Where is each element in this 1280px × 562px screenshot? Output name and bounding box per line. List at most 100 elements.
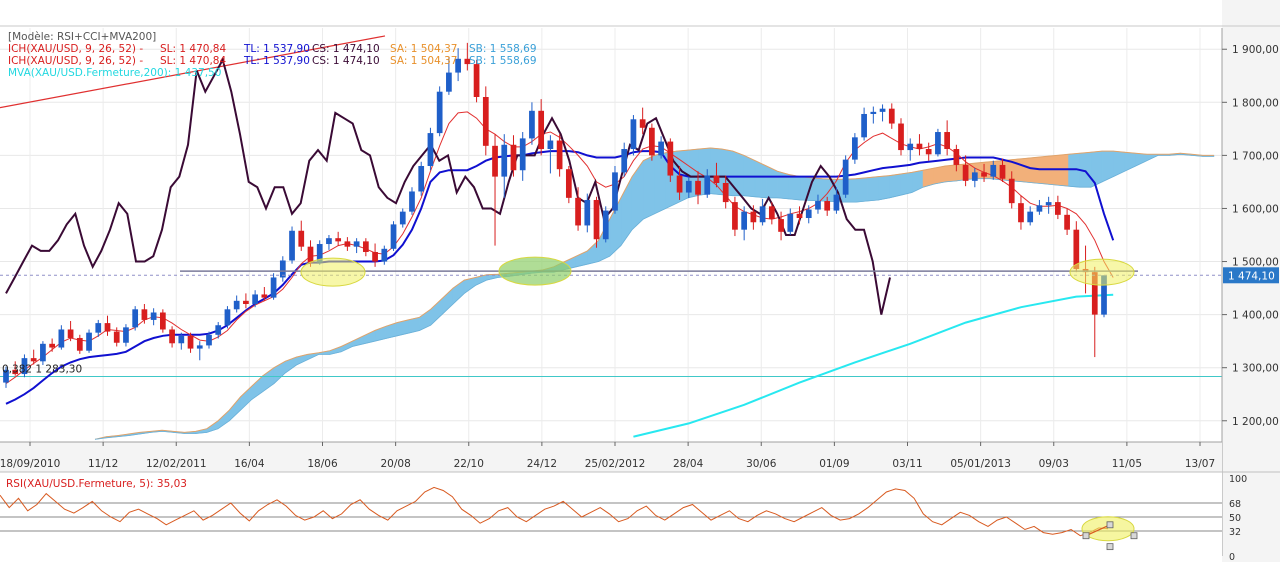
candle: [805, 205, 812, 224]
ich-label: ICH(XAU/USD, 9, 26, 52) -: [8, 55, 143, 67]
candle-body: [132, 309, 139, 328]
x-tick-label: 03/11: [892, 458, 922, 470]
candle-body: [390, 224, 397, 249]
x-tick-label: 28/04: [673, 458, 704, 470]
candle-body: [971, 172, 978, 181]
candle: [990, 160, 997, 180]
rsi-handle: [1082, 532, 1090, 540]
x-tick-label: 22/10: [454, 458, 484, 470]
candle-body: [187, 335, 194, 349]
candle: [150, 308, 157, 326]
candle-body: [344, 241, 351, 247]
candle: [962, 155, 969, 187]
candle-body: [529, 110, 535, 139]
candle: [879, 104, 886, 122]
candle-body: [630, 119, 637, 150]
candle-body: [685, 180, 692, 193]
candle-body: [621, 149, 628, 173]
candle: [852, 133, 858, 164]
x-tick-label: 16/04: [234, 458, 265, 470]
ich-line-2: ICH(XAU/USD, 9, 26, 52) - SL: 1 470,84 T…: [8, 55, 537, 67]
kumo-segment: [1057, 153, 1069, 187]
candle-body: [409, 191, 415, 212]
candle-body: [805, 209, 812, 219]
kumo-segment: [900, 172, 913, 196]
candle: [86, 329, 92, 353]
candle: [953, 144, 960, 172]
rsi-tick-label: 32: [1229, 527, 1241, 538]
candle: [261, 287, 268, 301]
candle-body: [169, 329, 175, 344]
candle: [519, 132, 526, 181]
candle-body: [510, 144, 517, 171]
candle-body: [335, 238, 342, 242]
kumo-segment: [777, 170, 790, 200]
candle-body: [372, 251, 378, 262]
current-price-value: 1 474,10: [1228, 270, 1275, 282]
candle-body: [196, 345, 203, 349]
candle-body: [695, 180, 701, 195]
candle-body: [732, 202, 738, 230]
candle-body: [962, 164, 969, 181]
candle: [639, 107, 646, 135]
kumo-segment: [654, 152, 666, 215]
candle-body: [86, 332, 92, 351]
candle-body: [1018, 203, 1024, 223]
candle: [713, 162, 720, 188]
candle-body: [658, 141, 664, 156]
candle: [252, 290, 258, 308]
candle-body: [1091, 272, 1098, 315]
kumo-segment: [788, 174, 801, 201]
candle: [49, 338, 55, 352]
candle-body: [353, 241, 360, 247]
candle: [76, 334, 83, 354]
candle: [925, 142, 932, 161]
candle: [565, 166, 572, 204]
candle: [233, 295, 240, 313]
candle: [132, 306, 139, 331]
candle: [1008, 171, 1015, 209]
ich-sa: SA: 1 504,37: [390, 55, 458, 67]
candle-body: [427, 133, 434, 166]
ich-tl: TL: 1 537,90: [243, 43, 310, 55]
candle-body: [307, 246, 314, 263]
highlight-ellipse: [1069, 258, 1135, 286]
ich-label: ICH(XAU/USD, 9, 26, 52) -: [8, 43, 143, 55]
candle: [667, 138, 674, 182]
candle: [778, 211, 784, 241]
candle: [67, 320, 74, 342]
candle-body: [575, 197, 581, 226]
candle: [695, 171, 701, 205]
candle: [833, 187, 840, 214]
candle-body: [1045, 202, 1052, 206]
candle-body: [824, 201, 831, 211]
ich-sb: SB: 1 558,69: [469, 55, 537, 67]
candle: [427, 127, 434, 171]
candle: [1027, 206, 1034, 226]
candle: [1018, 195, 1024, 230]
y-tick-label: 1 300,00: [1232, 363, 1279, 375]
candle: [510, 135, 517, 177]
ich-cs: CS: 1 474,10: [312, 43, 380, 55]
candle-body: [501, 144, 508, 177]
rsi-panel: 100 68 50 32 0: [0, 471, 1280, 562]
candle: [741, 206, 748, 241]
candle-body: [123, 327, 129, 343]
candle: [326, 235, 332, 250]
x-tick-label: 11/05: [1112, 458, 1142, 470]
rsi-tick-label: 68: [1229, 499, 1241, 510]
rsi-tick-label: 0: [1229, 552, 1235, 562]
rsi-drawing: [1085, 524, 1111, 537]
rsi-tick-label: 50: [1229, 513, 1241, 524]
candle: [612, 166, 618, 214]
candle: [787, 208, 794, 235]
candle-body: [1064, 214, 1070, 230]
candle-body: [898, 123, 904, 151]
candle-body: [1027, 211, 1034, 223]
candle: [556, 134, 563, 177]
candle: [206, 331, 212, 349]
candle: [944, 120, 951, 156]
candle-body: [649, 127, 655, 156]
chikou-line: [5, 57, 891, 315]
candle-body: [215, 325, 222, 335]
